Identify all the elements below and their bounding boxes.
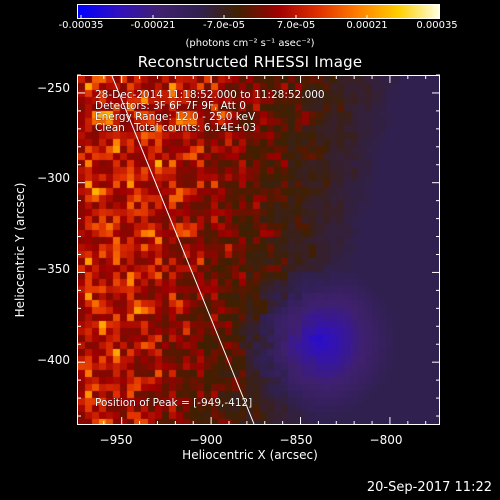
total-counts-text: Total counts: 6.14E+03 [134, 122, 257, 134]
peak-position-text: Position of Peak = [-949,-412] [95, 397, 253, 409]
x-tick-label: −950 [99, 433, 133, 447]
image-plot: 28-Dec-2014 11:18:52.000 to 11:28:52.000… [77, 75, 440, 425]
y-tick-label: −400 [37, 353, 70, 367]
y-tick-label: −300 [37, 171, 70, 185]
colorbar-tick-label: 0.00021 [346, 20, 388, 31]
y-tick-label: −350 [37, 262, 70, 276]
x-tick-label: −900 [189, 433, 223, 447]
colorbar-tick-label: 0.00035 [416, 20, 458, 31]
x-axis-label: Heliocentric X (arcsec) [182, 448, 318, 462]
colorbar-tick-label: -0.00021 [130, 20, 176, 31]
footer-timestamp: 20-Sep-2017 11:22 [366, 480, 492, 495]
algorithm-text: Clean [95, 122, 125, 134]
colorbar-tick-label: -0.00035 [58, 20, 104, 31]
y-axis-label: Heliocentric Y (arcsec) [13, 182, 27, 318]
solar-limb-line [111, 76, 255, 424]
rhessi-intensity-map [78, 76, 439, 424]
colorbar-tick-label: 7.0e-05 [276, 20, 316, 31]
y-tick-label: −250 [37, 81, 70, 95]
image-title: Reconstructed RHESSI Image [137, 53, 363, 71]
x-tick-label: −800 [369, 433, 403, 447]
limb-line-layer [111, 76, 255, 424]
colorbar-unit-label: (photons cm⁻² s⁻¹ asec⁻²) [185, 38, 315, 49]
colorbar-tick-label: -7.0e-05 [203, 20, 245, 31]
x-tick-label: −850 [279, 433, 313, 447]
time-range-text: 28-Dec-2014 11:18:52.000 to 11:28:52.000 [95, 89, 325, 101]
energy-range-text: Energy Range: 12.0 - 25.0 keV [95, 111, 256, 123]
colorbar [77, 4, 440, 19]
detectors-text: Detectors: 3F 6F 7F 9F, Att 0 [95, 100, 246, 112]
